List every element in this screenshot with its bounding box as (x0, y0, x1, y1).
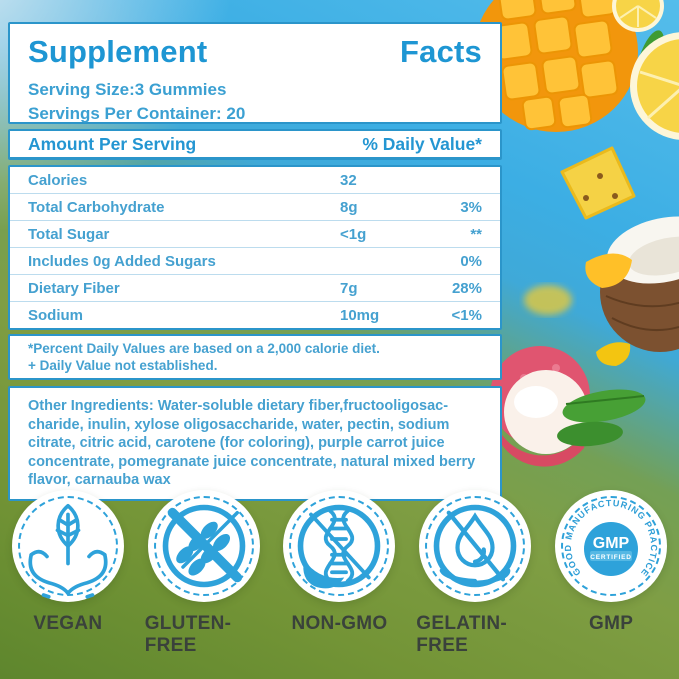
badge-label-gluten-free: GLUTEN-FREE (144, 613, 232, 656)
table-row: Calories 32 (10, 167, 500, 193)
coconut-half-icon (600, 216, 679, 352)
badge-gluten-free: GLUTEN-FREE (145, 490, 263, 657)
footnote-daily-values: *Percent Daily Values are based on a 2,0… (28, 341, 380, 356)
nutrient-dv: ** (470, 225, 482, 243)
title-facts: Facts (400, 34, 482, 69)
nutrient-dv: 0% (460, 252, 482, 270)
table-row: Includes 0g Added Sugars 0% (10, 247, 500, 274)
nutrient-name: Dietary Fiber (28, 279, 120, 297)
nutrient-name: Includes 0g Added Sugars (28, 252, 216, 270)
nutrient-table: Calories 32 Total Carbohydrate 8g 3% Tot… (8, 165, 502, 330)
footnote-box: *Percent Daily Values are based on a 2,0… (8, 334, 502, 380)
badge-label-non-gmo: NON-GMO (291, 613, 388, 634)
badge-label-gmp: GMP (588, 613, 634, 634)
footnote-not-established: + Daily Value not established. (28, 358, 218, 373)
table-row: Dietary Fiber 7g 28% (10, 274, 500, 301)
badge-vegan: VEGAN (9, 490, 127, 657)
non-gmo-dna-icon (298, 504, 381, 589)
title-supplement: Supplement (28, 34, 208, 69)
mango-blur-icon (524, 285, 572, 315)
nutrient-amount: 10mg (340, 306, 380, 324)
nutrient-amount: <1g (340, 225, 367, 243)
table-column-header: Amount Per Serving % Daily Value* (8, 129, 502, 160)
nutrient-dv: 28% (451, 279, 482, 297)
badge-gmp: GOOD MANUFACTURING PRACTICE GMP CERTIFIE… (552, 490, 670, 657)
supplement-facts-panel: Supplement Facts Serving Size:3 Gummies … (8, 22, 502, 501)
nutrient-amount: 7g (340, 279, 358, 297)
badge-label-gelatin-free: GELATIN-FREE (416, 613, 507, 656)
serving-size: Serving Size:3 Gummies (28, 80, 227, 99)
dashed-ring (289, 496, 390, 596)
table-row: Total Carbohydrate 8g 3% (10, 193, 500, 220)
nutrient-name: Sodium (28, 306, 83, 324)
mango-petal-icon (585, 253, 632, 288)
dashed-ring (153, 496, 254, 596)
badge-label-vegan: VEGAN (33, 613, 103, 634)
nutrient-name: Total Carbohydrate (28, 198, 165, 216)
col-daily-value: % Daily Value* (362, 133, 482, 154)
lemon-slice-small-icon (612, 0, 664, 32)
nutrient-name: Calories (28, 171, 88, 189)
nutrient-dv: <1% (451, 306, 482, 324)
lemon-slice-large-icon (630, 32, 679, 140)
other-ingredients-box: Other Ingredients: Water-soluble dietary… (8, 386, 502, 501)
gmp-seal-icon: GOOD MANUFACTURING PRACTICE GMP CERTIFIE… (563, 498, 658, 579)
lychee-leaves-icon (557, 389, 646, 447)
vegan-hands-leaf-icon (28, 503, 108, 599)
mango-piece-icon (596, 342, 631, 366)
dashed-ring (425, 496, 526, 596)
pineapple-wedge-icon (560, 146, 636, 220)
nutrient-dv: 3% (460, 198, 482, 216)
badge-non-gmo: NON-GMO (280, 490, 398, 657)
certification-badges: VEGAN GLUTEN-FREE (0, 490, 679, 657)
col-amount-per-serving: Amount Per Serving (28, 133, 197, 154)
nutrient-name: Total Sugar (28, 225, 110, 243)
gmp-seal-sub: CERTIFIED (590, 554, 632, 561)
table-row: Total Sugar <1g ** (10, 220, 500, 247)
table-row: Sodium 10mg <1% (10, 301, 500, 328)
nutrient-amount: 8g (340, 198, 358, 216)
nutrient-amount: 32 (340, 171, 357, 189)
gmp-seal-center: GMP (593, 535, 630, 552)
dashed-ring (561, 496, 662, 596)
gelatin-free-drop-icon (433, 504, 517, 588)
leaf-icon (635, 30, 665, 90)
badge-gelatin-free: GELATIN-FREE (416, 490, 534, 657)
lychee-icon (490, 346, 590, 467)
gluten-free-wheat-icon (162, 504, 245, 588)
facts-header: Supplement Facts Serving Size:3 Gummies … (8, 22, 502, 124)
servings-per-container: Servings Per Container: 20 (28, 104, 246, 123)
